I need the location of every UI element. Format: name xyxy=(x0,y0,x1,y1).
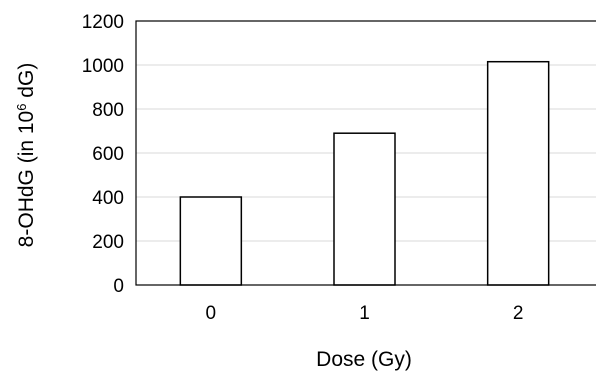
y-tick-label: 1200 xyxy=(82,12,124,33)
bars xyxy=(179,60,550,286)
y-axis-title-superscript: 6 xyxy=(14,104,29,111)
y-axis-title: 8-OHdG (in 106 dG) xyxy=(14,63,39,248)
y-tick-label: 1000 xyxy=(82,56,124,77)
x-tick-label: 1 xyxy=(359,303,370,324)
x-tick-labels: 0 1 2 xyxy=(206,303,524,324)
axes xyxy=(135,20,596,286)
x-tick-label: 0 xyxy=(206,303,217,324)
y-tick-label: 600 xyxy=(92,144,124,165)
y-tick-label: 400 xyxy=(92,188,124,209)
bar-dose-2 xyxy=(486,60,550,286)
y-tick-label: 0 xyxy=(113,276,124,297)
x-axis-title: Dose (Gy) xyxy=(316,348,412,371)
bar-dose-1 xyxy=(333,132,396,286)
bar-dose-0 xyxy=(179,196,243,286)
x-tick-label: 2 xyxy=(513,303,524,324)
y-axis-title-prefix: 8-OHdG (in 10 xyxy=(15,111,38,248)
y-axis-title-suffix: dG) xyxy=(15,63,38,104)
y-tick-labels: 0 200 400 600 800 1000 1200 xyxy=(82,12,124,297)
y-tick-label: 800 xyxy=(92,100,124,121)
plot-area-frame xyxy=(135,20,596,286)
y-tick-label: 200 xyxy=(92,232,124,253)
